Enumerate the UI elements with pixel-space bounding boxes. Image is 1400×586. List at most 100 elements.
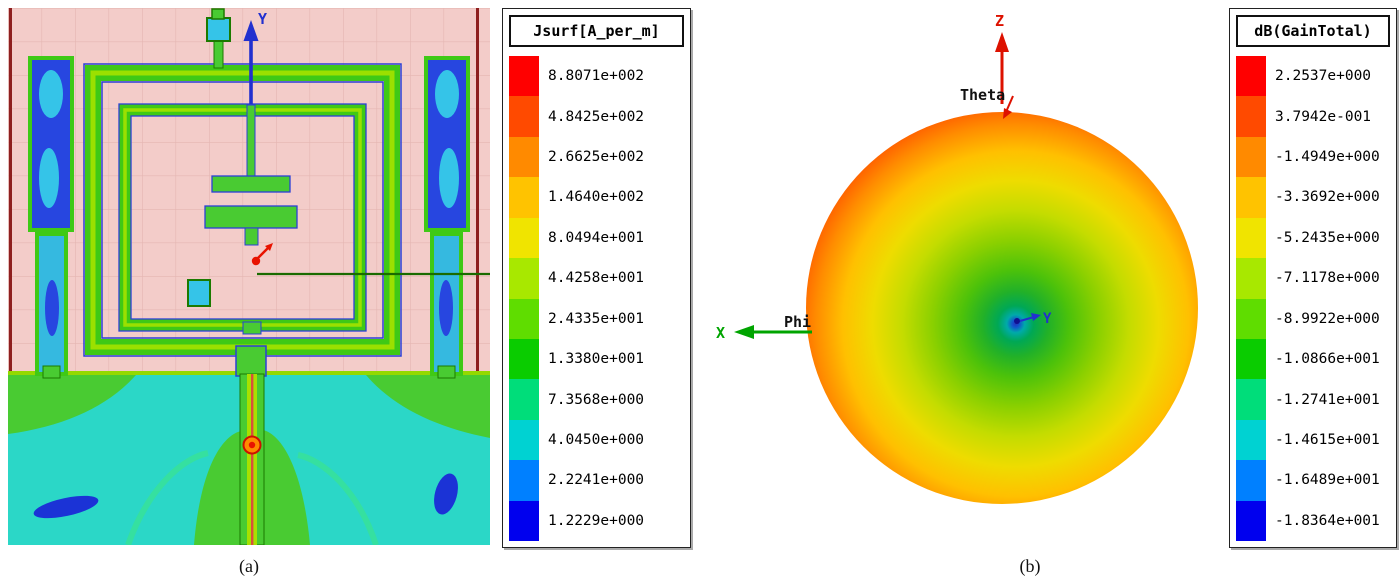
legend-color-swatch bbox=[509, 258, 539, 299]
legend-row: -1.4615e+001 bbox=[1236, 419, 1390, 461]
legend-color-swatch bbox=[509, 338, 539, 380]
x-axis: X Phi bbox=[716, 313, 812, 342]
jsurf-legend-title: Jsurf[A_per_m] bbox=[509, 15, 684, 47]
legend-row: 4.4258e+001 bbox=[509, 258, 684, 299]
legend-row: 3.7942e-001 bbox=[1236, 96, 1390, 137]
board-edge-left bbox=[9, 8, 12, 545]
legend-row: 1.2229e+000 bbox=[509, 500, 684, 542]
jsurf-plot-canvas: Y bbox=[8, 8, 490, 546]
interior-stubs bbox=[187, 104, 298, 307]
legend-row: 7.3568e+000 bbox=[509, 379, 684, 420]
legend-value: -1.6489e+001 bbox=[1275, 472, 1380, 489]
legend-value: 2.2241e+000 bbox=[548, 472, 645, 489]
legend-color-swatch bbox=[1236, 56, 1266, 97]
theta-label: Theta bbox=[960, 86, 1005, 104]
legend-color-swatch bbox=[1236, 338, 1266, 380]
legend-row: -3.3692e+000 bbox=[1236, 177, 1390, 218]
legend-color-swatch bbox=[509, 136, 539, 178]
legend-value: -1.4615e+001 bbox=[1275, 432, 1380, 448]
origin-marker bbox=[251, 243, 273, 266]
legend-value: 2.2537e+000 bbox=[1275, 68, 1372, 85]
caption-a: (a) bbox=[239, 556, 259, 576]
jsurf-legend-scale: 8.8071e+002 4.8425e+002 2.6625e+002 1.4640e… bbox=[509, 56, 684, 542]
legend-color-swatch bbox=[509, 419, 539, 461]
legend-color-swatch bbox=[1236, 258, 1266, 299]
jsurf-legend: Jsurf[A_per_m] 8.8071e+002 4.8425e+002 2.6… bbox=[502, 8, 691, 548]
legend-color-swatch bbox=[1236, 96, 1266, 137]
legend-value: 2.6625e+002 bbox=[548, 149, 645, 166]
legend-value: 3.7942e-001 bbox=[1275, 108, 1372, 125]
legend-value: -1.4949e+000 bbox=[1275, 149, 1380, 166]
legend-row: -7.1178e+000 bbox=[1236, 258, 1390, 299]
legend-value: -5.2435e+000 bbox=[1275, 229, 1380, 246]
legend-color-swatch bbox=[1236, 419, 1266, 461]
legend-color-swatch bbox=[509, 96, 539, 137]
legend-row: 8.0494e+001 bbox=[509, 217, 684, 259]
legend-row: -8.9922e+000 bbox=[1236, 298, 1390, 339]
legend-row: -1.4949e+000 bbox=[1236, 136, 1390, 178]
legend-color-swatch bbox=[509, 177, 539, 218]
feed-line bbox=[235, 321, 267, 546]
legend-value: -1.0866e+001 bbox=[1275, 351, 1380, 368]
z-axis: Z bbox=[995, 12, 1009, 104]
gain-pattern-sphere bbox=[806, 112, 1198, 504]
right-parasitic-strip bbox=[424, 56, 470, 379]
legend-value: 4.0450e+000 bbox=[548, 432, 645, 448]
x-axis-label: X bbox=[716, 324, 725, 342]
legend-row: -1.6489e+001 bbox=[1236, 460, 1390, 501]
left-parasitic-strip bbox=[28, 56, 74, 379]
gain-legend: dB(GainTotal) 2.2537e+000 3.7942e-001 -1.4… bbox=[1229, 8, 1397, 548]
legend-color-swatch bbox=[1236, 136, 1266, 178]
caption-b: (b) bbox=[1019, 556, 1041, 576]
legend-row: 2.4335e+001 bbox=[509, 298, 684, 339]
gain-legend-scale: 2.2537e+000 3.7942e-001 -1.4949e+000 -3.369… bbox=[1236, 56, 1390, 542]
legend-value: 1.2229e+000 bbox=[548, 512, 645, 529]
legend-row: 2.2537e+000 bbox=[1236, 56, 1390, 97]
legend-color-swatch bbox=[1236, 298, 1266, 339]
legend-color-swatch bbox=[509, 460, 539, 501]
board-edge-right bbox=[476, 8, 479, 545]
legend-row: -1.0866e+001 bbox=[1236, 338, 1390, 380]
legend-value: 8.0494e+001 bbox=[548, 229, 645, 246]
legend-value: -7.1178e+000 bbox=[1275, 270, 1380, 287]
legend-row: -1.8364e+001 bbox=[1236, 500, 1390, 542]
legend-row: -1.2741e+001 bbox=[1236, 379, 1390, 420]
y-axis-label: Y bbox=[258, 10, 267, 28]
gain-legend-title: dB(GainTotal) bbox=[1236, 15, 1390, 47]
legend-color-swatch bbox=[1236, 177, 1266, 218]
legend-value: -1.2741e+001 bbox=[1275, 391, 1380, 408]
legend-color-swatch bbox=[509, 379, 539, 420]
inner-patch bbox=[187, 279, 211, 307]
legend-row: 8.8071e+002 bbox=[509, 56, 684, 97]
legend-row: 2.6625e+002 bbox=[509, 136, 684, 178]
legend-row: 2.2241e+000 bbox=[509, 460, 684, 501]
y-axis-arrow: Y bbox=[243, 10, 267, 104]
top-feed-stub bbox=[206, 8, 231, 69]
legend-color-swatch bbox=[509, 217, 539, 259]
legend-value: 2.4335e+001 bbox=[548, 310, 645, 327]
legend-row: 1.4640e+002 bbox=[509, 177, 684, 218]
legend-row: 1.3380e+001 bbox=[509, 338, 684, 380]
legend-color-swatch bbox=[1236, 217, 1266, 259]
legend-row: 4.8425e+002 bbox=[509, 96, 684, 137]
legend-color-swatch bbox=[509, 298, 539, 339]
legend-value: 4.8425e+002 bbox=[548, 108, 645, 125]
jsurf-field-plot: Y bbox=[8, 8, 490, 546]
legend-value: -3.3692e+000 bbox=[1275, 189, 1380, 206]
legend-value: 1.3380e+001 bbox=[548, 351, 645, 368]
legend-color-swatch bbox=[1236, 379, 1266, 420]
legend-value: 1.4640e+002 bbox=[548, 189, 645, 206]
legend-value: -1.8364e+001 bbox=[1275, 512, 1380, 529]
z-axis-label: Z bbox=[995, 12, 1004, 30]
legend-value: 4.4258e+001 bbox=[548, 270, 645, 287]
legend-row: -5.2435e+000 bbox=[1236, 217, 1390, 259]
legend-row: 4.0450e+000 bbox=[509, 419, 684, 461]
legend-color-swatch bbox=[1236, 500, 1266, 542]
legend-color-swatch bbox=[509, 56, 539, 97]
legend-color-swatch bbox=[1236, 460, 1266, 501]
legend-value: -8.9922e+000 bbox=[1275, 310, 1380, 327]
legend-value: 8.8071e+002 bbox=[548, 68, 645, 85]
ground-null-blob-left bbox=[33, 495, 99, 519]
legend-color-swatch bbox=[509, 500, 539, 542]
